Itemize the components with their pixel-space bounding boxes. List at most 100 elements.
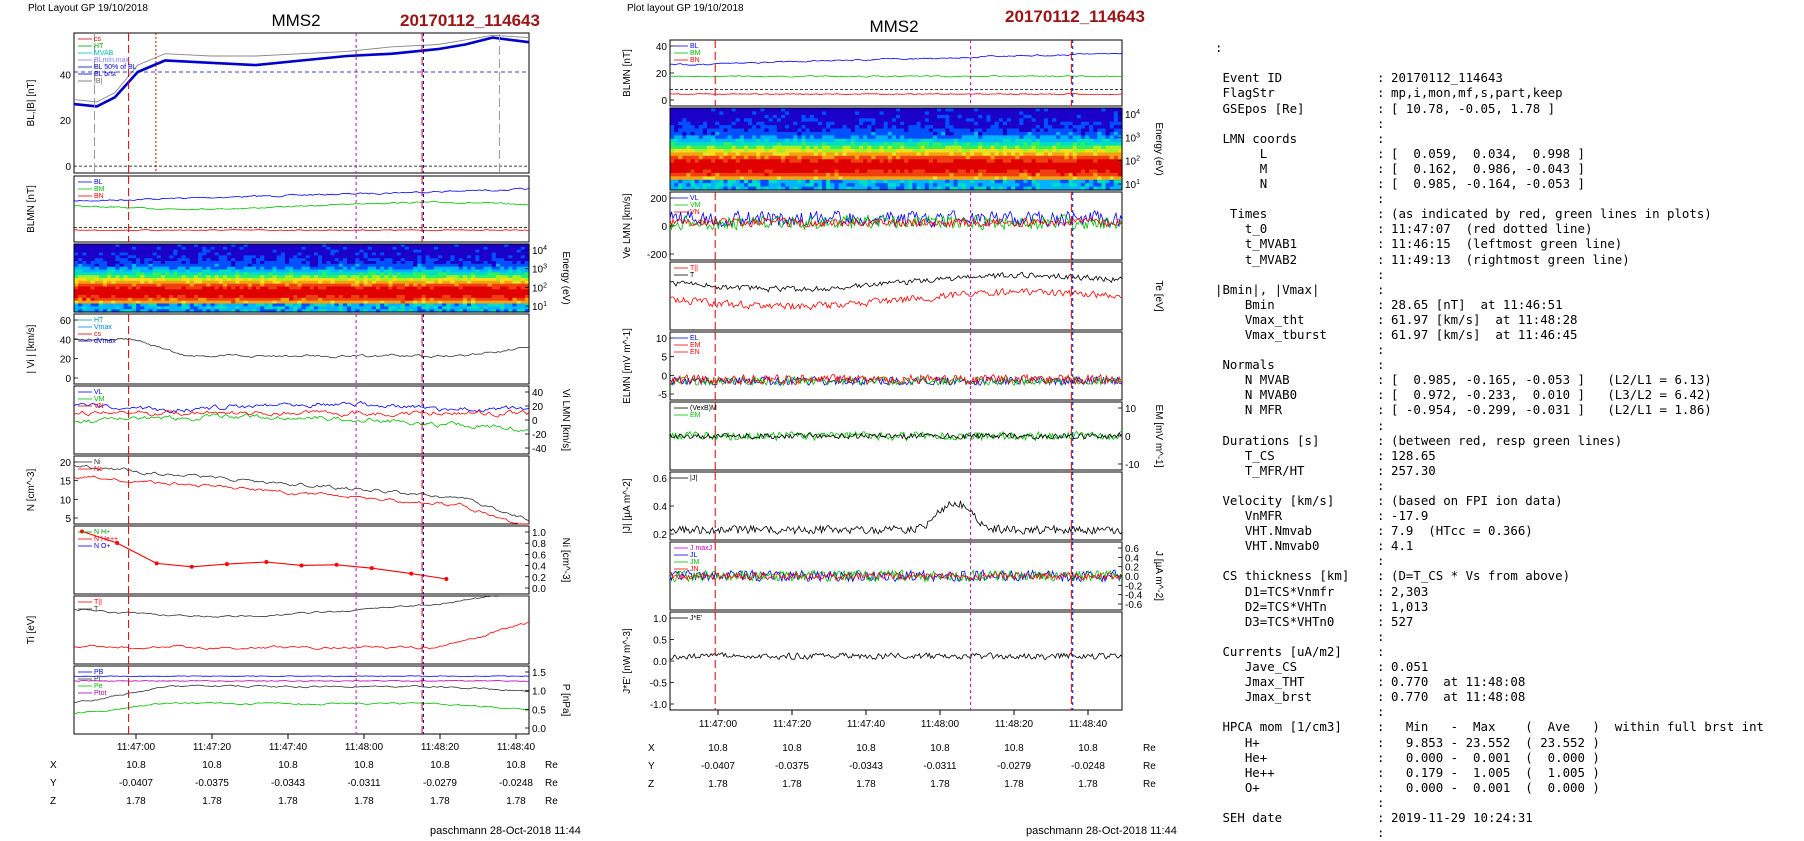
ion-spectrogram-cell: [169, 286, 174, 290]
ion-spectrogram-cell: [371, 300, 377, 305]
electron-spectrogram-cell: [739, 172, 745, 177]
electron-spectrogram-cell: [990, 183, 996, 188]
ion-spectrogram-cell: [189, 263, 195, 268]
ion-spectrogram-cell: [127, 266, 133, 271]
electron-spectrogram-cell: [674, 108, 679, 113]
ion-spectrogram-cell: [140, 246, 145, 251]
electron-spectrogram-cell: [674, 111, 679, 116]
electron-spectrogram-cell: [941, 118, 946, 123]
ion-spectrogram-cell: [264, 272, 270, 276]
electron-spectrogram-cell: [1006, 166, 1012, 171]
ion-spectrogram-cell: [425, 283, 431, 288]
ion-spectrogram-cell: [272, 295, 278, 299]
ion-spectrogram-cell: [198, 263, 203, 268]
electron-spectrogram-cell: [706, 145, 712, 150]
ion-spectrogram-cell: [433, 300, 439, 305]
ephemeris-value: 10.8: [430, 760, 450, 771]
electron-spectrogram-cell: [900, 142, 905, 147]
legend-entry: dVmax: [94, 338, 116, 345]
ion-spectrogram-cell: [111, 272, 116, 276]
electron-spectrogram-cell: [904, 162, 909, 167]
ion-spectrogram-cell: [504, 255, 509, 259]
ion-spectrogram-cell: [169, 303, 174, 307]
electron-spectrogram-cell: [789, 114, 794, 119]
ion-spectrogram-cell: [297, 289, 303, 293]
ion-spectrogram-cell: [297, 244, 303, 248]
electron-spectrogram-cell: [694, 186, 700, 191]
ion-spectrogram-cell: [74, 297, 79, 302]
ion-spectrogram-cell: [375, 249, 381, 254]
electron-spectrogram-cell: [727, 162, 733, 167]
electron-spectrogram-cell: [928, 145, 934, 150]
electron-spectrogram-cell: [817, 183, 823, 188]
ion-spectrogram-cell: [363, 252, 369, 256]
electron-spectrogram-cell: [690, 155, 696, 160]
ion-spectrogram-cell: [309, 255, 315, 259]
electron-spectrogram-cell: [760, 142, 766, 147]
electron-spectrogram-cell: [670, 159, 675, 164]
ion-spectrogram-cell: [487, 295, 493, 299]
ion-spectrogram-cell: [380, 286, 385, 290]
ion-spectrogram-cell: [450, 306, 456, 310]
electron-spectrogram-cell: [822, 125, 827, 130]
electron-spectrogram-cell: [789, 135, 794, 140]
ion-spectrogram-cell: [342, 252, 348, 256]
electron-spectrogram-cell: [974, 128, 979, 133]
ion-spectrogram-cell: [289, 272, 294, 276]
electron-spectrogram-cell: [896, 125, 901, 130]
panel-frame: [669, 39, 1123, 107]
electron-spectrogram-cell: [743, 142, 749, 147]
ion-spectrogram-cell: [446, 295, 452, 299]
ion-spectrogram-cell: [127, 300, 133, 305]
electron-spectrogram-cell: [986, 172, 992, 177]
electron-spectrogram-cell: [776, 114, 782, 119]
ion-spectrogram-cell: [165, 275, 170, 279]
electron-spectrogram-cell: [756, 179, 761, 184]
ion-spectrogram-cell: [173, 278, 179, 282]
ion-spectrogram-cell: [214, 272, 220, 276]
ion-spectrogram-cell: [123, 266, 129, 271]
electron-spectrogram-cell: [809, 138, 815, 143]
ion-spectrogram-cell: [111, 252, 116, 256]
ion-spectrogram-cell: [152, 252, 158, 256]
ion-spectrogram-cell: [185, 295, 191, 299]
electron-spectrogram-cell: [715, 186, 720, 191]
ion-spectrogram-cell: [508, 278, 514, 282]
ion-spectrogram-cell: [144, 258, 150, 262]
electron-spectrogram-cell: [706, 121, 712, 126]
legend-entry: BL: [94, 179, 103, 186]
electron-spectrogram-cell: [793, 149, 798, 154]
electron-spectrogram-cell: [998, 131, 1004, 136]
electron-spectrogram-cell: [879, 128, 885, 133]
electron-spectrogram-cell: [850, 159, 856, 164]
ion-spectrogram-cell: [421, 278, 427, 282]
ion-spectrogram-cell: [131, 306, 137, 310]
ion-spectrogram-cell: [185, 297, 191, 302]
ion-spectrogram-cell: [433, 258, 439, 262]
ion-spectrogram-cell: [119, 300, 125, 305]
ion-spectrogram-cell: [520, 258, 526, 262]
electron-spectrogram-cell: [834, 145, 840, 150]
ephemeris-unit: Re: [545, 760, 558, 771]
ion-spectrogram-cell: [351, 297, 356, 302]
electron-spectrogram-cell: [826, 176, 831, 181]
ion-spectrogram-cell: [384, 266, 389, 271]
electron-spectrogram-cell: [834, 114, 840, 119]
electron-spectrogram-cell: [904, 125, 909, 130]
electron-spectrogram-cell: [715, 121, 720, 126]
electron-spectrogram-cell: [809, 118, 815, 123]
electron-spectrogram-cell: [1006, 118, 1012, 123]
ion-spectrogram-cell: [247, 266, 253, 271]
ion-spectrogram-cell: [293, 272, 298, 276]
ion-spectrogram-cell: [185, 289, 191, 293]
electron-spectrogram-cell: [822, 131, 827, 136]
ion-spectrogram-cell: [433, 297, 439, 302]
ion-spectrogram-cell: [256, 263, 261, 268]
electron-spectrogram-cell: [904, 121, 909, 126]
electron-spectrogram-cell: [793, 138, 798, 143]
ion-spectrogram-cell: [347, 300, 352, 305]
ion-spectrogram-cell: [396, 244, 402, 248]
ion-spectrogram-cell: [334, 246, 340, 251]
legend-entry: HT: [94, 317, 104, 324]
electron-spectrogram-cell: [731, 149, 737, 154]
